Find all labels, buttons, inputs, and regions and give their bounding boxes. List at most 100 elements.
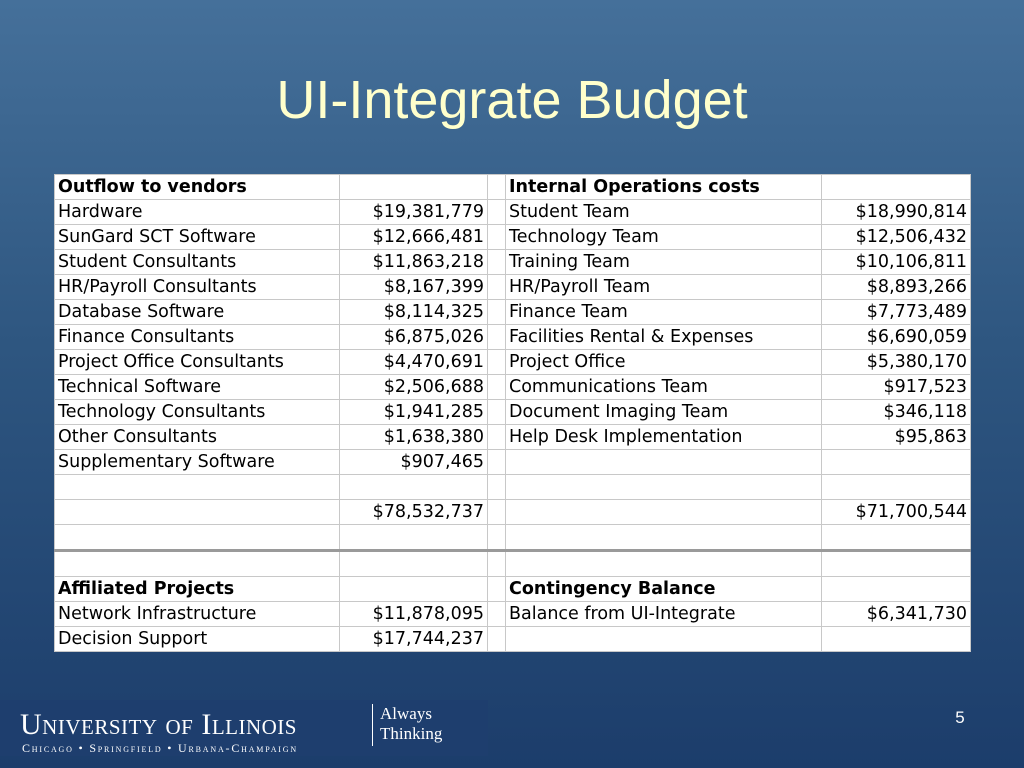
table-row: Supplementary Software $907,465 xyxy=(54,449,971,475)
table-row xyxy=(54,550,971,577)
label-cell: Student Team xyxy=(505,199,822,225)
label-cell: Student Consultants xyxy=(54,249,340,275)
amount-cell: $78,532,737 xyxy=(339,499,488,525)
spacer-cell xyxy=(487,349,506,375)
amount-cell: $1,941,285 xyxy=(339,399,488,425)
amount-cell: $10,106,811 xyxy=(821,249,971,275)
amount-cell: $6,875,026 xyxy=(339,324,488,350)
label-cell: Database Software xyxy=(54,299,340,325)
amount-cell: $6,341,730 xyxy=(821,601,971,627)
label-cell: Technology Team xyxy=(505,224,822,250)
amount-cell: $11,863,218 xyxy=(339,249,488,275)
label-cell xyxy=(54,499,340,525)
table-row xyxy=(54,474,971,500)
amount-cell: $5,380,170 xyxy=(821,349,971,375)
spacer-cell xyxy=(487,324,506,350)
label-cell xyxy=(505,626,822,652)
label-cell: Decision Support xyxy=(54,626,340,652)
amount-cell: $346,118 xyxy=(821,399,971,425)
table-row xyxy=(54,524,971,552)
amount-cell: $12,666,481 xyxy=(339,224,488,250)
spacer-cell xyxy=(487,474,506,500)
table-row: Project Office Consultants $4,470,691 Proj… xyxy=(54,349,971,375)
amount-cell: $1,638,380 xyxy=(339,424,488,450)
amount-cell xyxy=(821,449,971,475)
table-row: Other Consultants $1,638,380 Help Desk Imp… xyxy=(54,424,971,450)
label-cell: Project Office xyxy=(505,349,822,375)
amount-cell xyxy=(821,524,971,552)
spacer-cell xyxy=(487,449,506,475)
amount-cell: $2,506,688 xyxy=(339,374,488,400)
tagline: Always Thinking xyxy=(380,704,442,744)
label-cell: Help Desk Implementation xyxy=(505,424,822,450)
label-cell xyxy=(54,524,340,552)
spacer-cell xyxy=(487,499,506,525)
page-number: 5 xyxy=(955,708,965,727)
spacer-cell xyxy=(487,274,506,300)
amount-cell: $18,990,814 xyxy=(821,199,971,225)
amount-cell: $917,523 xyxy=(821,374,971,400)
amount-cell: $8,114,325 xyxy=(339,299,488,325)
label-cell xyxy=(505,524,822,552)
spacer-cell xyxy=(487,374,506,400)
budget-table: Outflow to vendors Internal Operations co… xyxy=(54,174,971,652)
spacer-cell xyxy=(487,249,506,275)
spacer-cell xyxy=(487,576,506,602)
label-cell: Contingency Balance xyxy=(505,576,822,602)
amount-cell xyxy=(339,576,488,602)
footer-logo-band xyxy=(0,700,488,756)
amount-cell xyxy=(339,550,488,577)
amount-cell: $19,381,779 xyxy=(339,199,488,225)
label-cell: Hardware xyxy=(54,199,340,225)
label-cell: Supplementary Software xyxy=(54,449,340,475)
amount-cell xyxy=(339,524,488,552)
amount-cell: $7,773,489 xyxy=(821,299,971,325)
label-cell xyxy=(505,550,822,577)
amount-cell: $71,700,544 xyxy=(821,499,971,525)
table-row: Finance Consultants $6,875,026 Facilities … xyxy=(54,324,971,350)
spacer-cell xyxy=(487,174,506,200)
table-row: Affiliated Projects Contingency Balance xyxy=(54,576,971,602)
spacer-cell xyxy=(487,524,506,552)
label-cell: Balance from UI-Integrate xyxy=(505,601,822,627)
table-row: Student Consultants $11,863,218 Training T… xyxy=(54,249,971,275)
amount-cell: $95,863 xyxy=(821,424,971,450)
tagline-divider xyxy=(372,704,373,746)
amount-cell: $8,893,266 xyxy=(821,274,971,300)
amount-cell: $6,690,059 xyxy=(821,324,971,350)
spacer-cell xyxy=(487,626,506,652)
amount-cell: $12,506,432 xyxy=(821,224,971,250)
table-row: HR/Payroll Consultants $8,167,399 HR/Payro… xyxy=(54,274,971,300)
label-cell: HR/Payroll Consultants xyxy=(54,274,340,300)
spacer-cell xyxy=(487,399,506,425)
label-cell: Other Consultants xyxy=(54,424,340,450)
label-cell: Document Imaging Team xyxy=(505,399,822,425)
table-row: Database Software $8,114,325 Finance Team $… xyxy=(54,299,971,325)
table-row: $78,532,737 $71,700,544 xyxy=(54,499,971,525)
table-row: Technology Consultants $1,941,285 Document… xyxy=(54,399,971,425)
label-cell: Facilities Rental & Expenses xyxy=(505,324,822,350)
amount-cell xyxy=(339,174,488,200)
amount-cell: $907,465 xyxy=(339,449,488,475)
label-cell: Project Office Consultants xyxy=(54,349,340,375)
label-cell: SunGard SCT Software xyxy=(54,224,340,250)
table-row: Network Infrastructure $11,878,095 Balance… xyxy=(54,601,971,627)
amount-cell xyxy=(821,550,971,577)
spacer-cell xyxy=(487,550,506,577)
amount-cell: $11,878,095 xyxy=(339,601,488,627)
spacer-cell xyxy=(487,424,506,450)
amount-cell xyxy=(821,474,971,500)
label-cell xyxy=(54,474,340,500)
label-cell: Internal Operations costs xyxy=(505,174,822,200)
slide-title: UI-Integrate Budget xyxy=(276,70,748,130)
spacer-cell xyxy=(487,601,506,627)
table-row: Technical Software $2,506,688 Communicatio… xyxy=(54,374,971,400)
table-row: Decision Support $17,744,237 xyxy=(54,626,971,652)
label-cell: Finance Team xyxy=(505,299,822,325)
label-cell xyxy=(505,499,822,525)
label-cell: HR/Payroll Team xyxy=(505,274,822,300)
label-cell: Affiliated Projects xyxy=(54,576,340,602)
label-cell: Technical Software xyxy=(54,374,340,400)
label-cell: Technology Consultants xyxy=(54,399,340,425)
label-cell: Finance Consultants xyxy=(54,324,340,350)
